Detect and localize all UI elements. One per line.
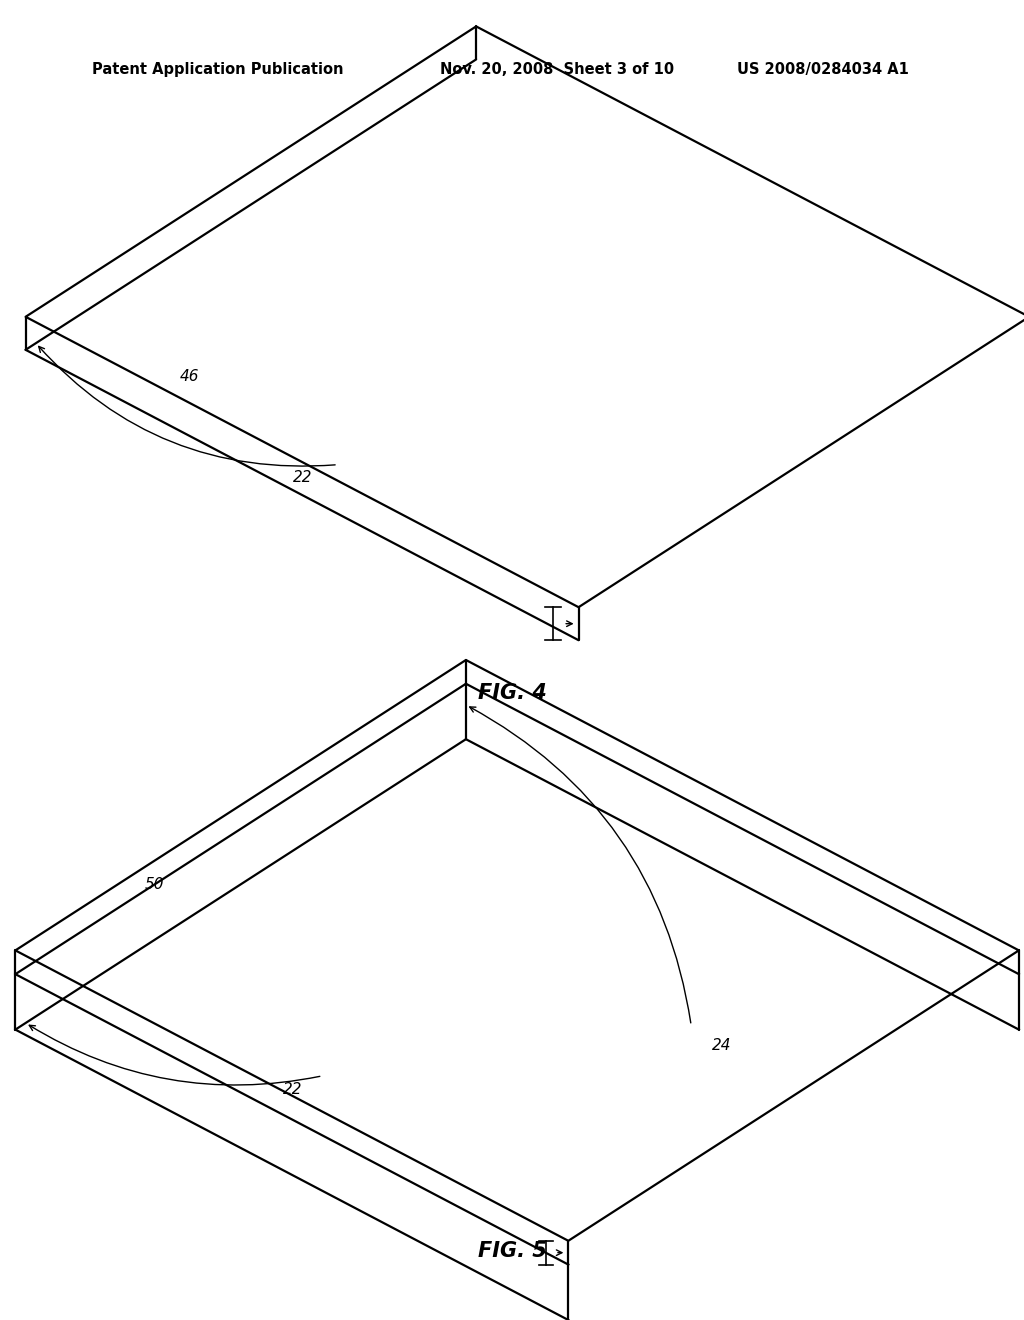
Text: FIG. 5: FIG. 5 — [477, 1241, 547, 1262]
Text: 22: 22 — [283, 1081, 302, 1097]
Text: Nov. 20, 2008  Sheet 3 of 10: Nov. 20, 2008 Sheet 3 of 10 — [440, 62, 675, 77]
Text: US 2008/0284034 A1: US 2008/0284034 A1 — [737, 62, 909, 77]
Text: FIG. 4: FIG. 4 — [477, 682, 547, 704]
Text: 24: 24 — [712, 1038, 731, 1053]
Text: 22: 22 — [293, 470, 312, 486]
Text: Patent Application Publication: Patent Application Publication — [92, 62, 344, 77]
Text: 50: 50 — [144, 876, 164, 892]
Text: 46: 46 — [180, 368, 200, 384]
